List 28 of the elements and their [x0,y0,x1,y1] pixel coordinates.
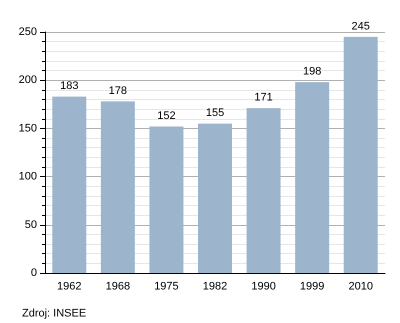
bar [149,126,184,273]
y-tick-label: 250 [18,26,37,38]
y-tick-label: 150 [18,122,37,134]
data-label: 183 [60,80,78,92]
x-tick-label: 1975 [154,280,179,292]
data-label: 198 [302,66,322,78]
bar [100,101,135,273]
data-label: 152 [157,110,176,122]
x-tick-label: 1999 [300,280,324,292]
x-tick-label: 1968 [106,280,130,292]
y-tick-label: 0 [30,267,37,279]
x-tick-label: 2010 [348,280,373,292]
y-tick-label: 200 [18,74,37,86]
data-label: 245 [352,20,370,32]
data-label: 171 [254,92,273,104]
data-label: 155 [206,107,224,120]
y-tick-label: 50 [24,218,37,231]
text: Zdroj: INSEE [22,308,86,320]
bar [295,82,330,273]
y-tick-label: 100 [18,170,37,183]
bar [198,124,232,273]
data-label: 178 [108,84,128,97]
x-tick-label: 1962 [57,280,82,292]
bar [52,96,86,273]
bar [246,108,281,273]
x-tick-label: 1982 [202,280,228,292]
x-tick-label: 1990 [251,280,276,292]
bar [344,36,378,273]
